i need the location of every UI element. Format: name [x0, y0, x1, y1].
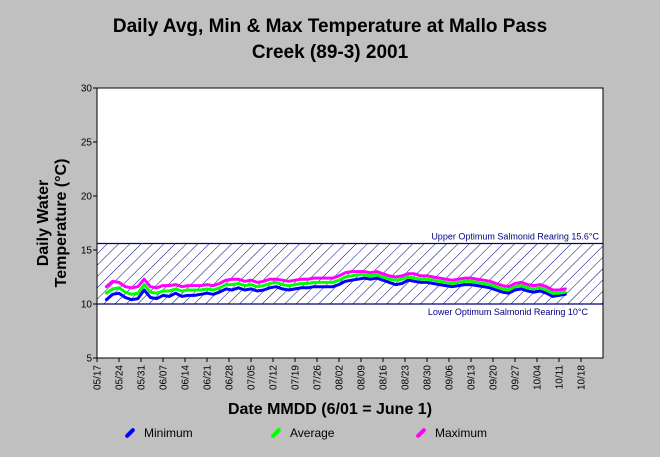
- x-tick-label: 08/23: [401, 365, 412, 390]
- legend-minimum-label: Minimum: [144, 426, 193, 440]
- upper-optimum-label: Upper Optimum Salmonid Rearing 15.6°C: [431, 232, 599, 242]
- legend-maximum-swatch: [415, 427, 427, 439]
- y-tick-label: 15: [81, 246, 93, 257]
- x-tick-label: 09/06: [445, 365, 456, 390]
- x-tick-label: 06/14: [181, 365, 192, 390]
- x-tick-label: 07/26: [313, 365, 324, 390]
- x-axis-label: Date MMDD (6/01 = June 1): [227, 401, 433, 418]
- x-tick-label: 08/16: [379, 365, 390, 390]
- x-tick-label: 09/13: [467, 365, 478, 390]
- chart-title-line1: Daily Avg, Min & Max Temperature at Mall…: [112, 16, 548, 37]
- legend-maximum: Maximum: [415, 426, 487, 440]
- x-tick-label: 09/20: [489, 365, 500, 390]
- series-line-average: [104, 273, 567, 296]
- legend-average-label: Average: [290, 426, 335, 440]
- plot-background: [96, 87, 604, 359]
- x-tick-label: 05/31: [137, 365, 148, 390]
- legend-average-swatch: [270, 427, 282, 439]
- y-tick-label: 25: [81, 138, 93, 149]
- x-tick-label: 06/28: [225, 365, 236, 390]
- legend-minimum-swatch: [124, 427, 136, 439]
- x-tick-label: 07/05: [247, 365, 258, 390]
- x-tick-label: 10/11: [555, 365, 566, 390]
- legend-maximum-label: Maximum: [435, 426, 488, 440]
- x-tick-label: 06/07: [159, 365, 170, 390]
- series-line-maximum: [104, 270, 567, 292]
- legend-average: Average: [270, 426, 334, 440]
- x-tick-label: 10/04: [533, 365, 544, 390]
- x-tick-label: 08/02: [335, 365, 346, 390]
- y-tick-label: 30: [81, 84, 93, 95]
- x-tick-label: 07/12: [269, 365, 280, 390]
- x-tick-label: 05/17: [93, 365, 104, 390]
- legend-minimum: Minimum: [124, 426, 193, 440]
- series-line-minimum: [104, 276, 567, 302]
- x-tick-label: 07/19: [291, 365, 302, 390]
- x-tick-label: 08/30: [423, 365, 434, 390]
- x-tick-label: 10/18: [577, 365, 588, 390]
- lower-optimum-label: Lower Optimum Salmonid Rearing 10°C: [428, 307, 589, 317]
- y-tick-label: 10: [81, 300, 93, 311]
- y-tick-label: 20: [81, 192, 93, 203]
- x-tick-label: 06/21: [203, 365, 214, 390]
- y-tick-label: 5: [86, 354, 92, 365]
- x-tick-label: 05/24: [115, 365, 126, 390]
- optimum-rearing-band: [97, 243, 603, 304]
- y-axis-label-line2: Temperature (°C): [53, 159, 70, 288]
- y-axis-label-line1: Daily Water: [35, 180, 52, 267]
- chart-title-line2: Creek (89-3) 2001: [251, 42, 409, 63]
- x-tick-label: 09/27: [511, 365, 522, 390]
- x-tick-label: 08/09: [357, 365, 368, 390]
